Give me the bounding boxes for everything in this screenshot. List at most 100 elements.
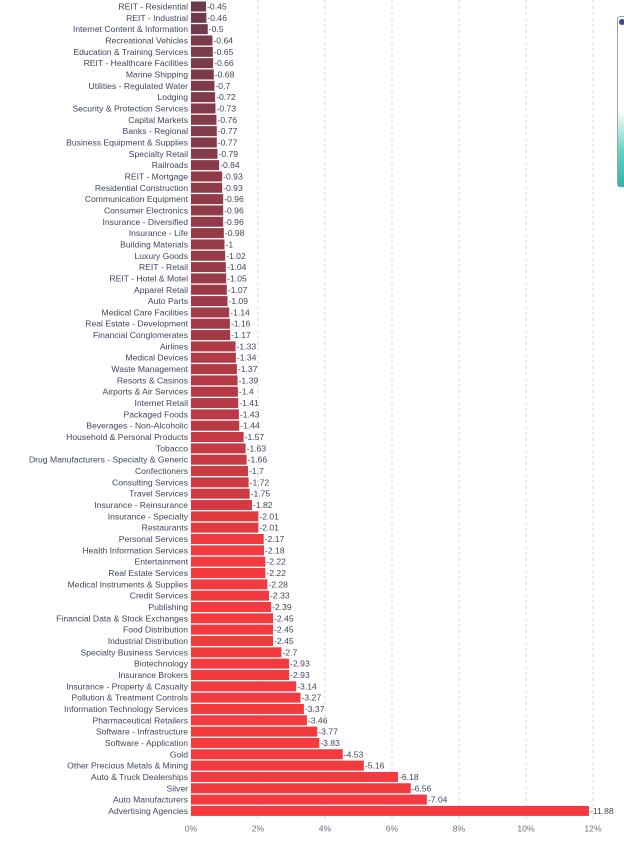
category-label: Confectioners <box>135 466 188 476</box>
bar[interactable] <box>191 250 226 261</box>
data-label: -0.96 <box>224 217 244 227</box>
bar[interactable] <box>191 352 236 363</box>
bar[interactable] <box>191 409 239 420</box>
category-label: Insurance - Reinsurance <box>94 500 188 510</box>
bar[interactable] <box>191 103 216 114</box>
bar[interactable] <box>191 635 274 646</box>
bar[interactable] <box>191 80 215 91</box>
bar[interactable] <box>191 46 213 57</box>
bar[interactable] <box>191 466 248 477</box>
bar[interactable] <box>191 658 290 669</box>
bar[interactable] <box>191 771 399 782</box>
bar[interactable] <box>191 760 364 771</box>
bar[interactable] <box>191 669 290 680</box>
bar[interactable] <box>191 398 239 409</box>
bar[interactable] <box>191 182 223 193</box>
bar[interactable] <box>191 590 270 601</box>
data-label: -1.75 <box>251 489 271 499</box>
bar[interactable] <box>191 737 320 748</box>
bar[interactable] <box>191 24 208 35</box>
bar[interactable] <box>191 148 218 159</box>
bar[interactable] <box>191 12 207 23</box>
bar[interactable] <box>191 364 237 375</box>
bar[interactable] <box>191 783 411 794</box>
bar[interactable] <box>191 318 230 329</box>
data-label: -2.18 <box>265 545 285 555</box>
bar[interactable] <box>191 375 238 386</box>
bar[interactable] <box>191 92 216 103</box>
bar[interactable] <box>191 194 224 205</box>
category-label: Beverages - Non-Alcoholic <box>86 421 188 431</box>
bar[interactable] <box>191 715 307 726</box>
bar[interactable] <box>191 511 259 522</box>
data-label: -1.4 <box>239 387 254 397</box>
bar[interactable] <box>191 284 227 295</box>
bar[interactable] <box>191 624 274 635</box>
bar[interactable] <box>191 534 264 545</box>
bar[interactable] <box>191 273 227 284</box>
bar[interactable] <box>191 420 240 431</box>
bar[interactable] <box>191 601 272 612</box>
bar[interactable] <box>191 613 274 624</box>
bar[interactable] <box>191 239 225 250</box>
x-axis-ticks: 0% 2% 4% 6% 8% 10% 12% <box>185 823 602 833</box>
data-label: -0.93 <box>223 171 243 181</box>
bar[interactable] <box>191 579 268 590</box>
bar[interactable] <box>191 488 250 499</box>
bar[interactable] <box>191 500 252 511</box>
bar[interactable] <box>191 477 249 488</box>
bar[interactable] <box>191 726 318 737</box>
category-label: REIT - Healthcare Facilities <box>84 58 188 68</box>
category-label: Tobacco <box>156 443 188 453</box>
data-label: -0.66 <box>214 58 234 68</box>
bar[interactable] <box>191 228 224 239</box>
data-label: -2.17 <box>265 534 285 544</box>
bar[interactable] <box>191 69 214 80</box>
bar[interactable] <box>191 805 589 816</box>
bar[interactable] <box>191 35 213 46</box>
bar[interactable] <box>191 205 224 216</box>
bar[interactable] <box>191 432 244 443</box>
bar[interactable] <box>191 545 265 556</box>
data-label: -0.65 <box>214 47 234 57</box>
bar[interactable] <box>191 647 282 658</box>
bar[interactable] <box>191 443 246 454</box>
data-label: -2.45 <box>274 625 294 635</box>
category-label: Airlines <box>160 341 188 351</box>
bar[interactable] <box>191 262 226 273</box>
category-label: Auto Manufacturers <box>113 795 188 805</box>
category-label: Internet Retail <box>134 398 188 408</box>
category-label: Capital Markets <box>128 115 188 125</box>
bar[interactable] <box>191 386 238 397</box>
data-label: -2.22 <box>266 568 286 578</box>
bar[interactable] <box>191 1 207 12</box>
bar[interactable] <box>191 137 217 148</box>
side-panel[interactable] <box>617 16 624 187</box>
bar[interactable] <box>191 171 223 182</box>
bar[interactable] <box>191 522 259 533</box>
bar[interactable] <box>191 749 343 760</box>
bar[interactable] <box>191 216 224 227</box>
bar[interactable] <box>191 307 230 318</box>
x-tick-label: 0% <box>185 823 198 833</box>
bar[interactable] <box>191 454 247 465</box>
data-label: -2.22 <box>266 557 286 567</box>
bar[interactable] <box>191 681 297 692</box>
bar[interactable] <box>191 794 427 805</box>
data-label: -1.02 <box>226 251 246 261</box>
bar[interactable] <box>191 160 220 171</box>
bar[interactable] <box>191 692 301 703</box>
bar[interactable] <box>191 296 228 307</box>
data-label: -3.77 <box>318 727 338 737</box>
bar[interactable] <box>191 126 217 137</box>
bar[interactable] <box>191 703 304 714</box>
data-label: -3.46 <box>308 715 328 725</box>
bar[interactable] <box>191 114 217 125</box>
data-label: -1.66 <box>248 455 268 465</box>
bar[interactable] <box>191 58 214 69</box>
bar[interactable] <box>191 330 231 341</box>
bar[interactable] <box>191 568 266 578</box>
bar[interactable] <box>191 556 266 567</box>
bar[interactable] <box>191 341 236 352</box>
data-label: -0.73 <box>216 103 236 113</box>
